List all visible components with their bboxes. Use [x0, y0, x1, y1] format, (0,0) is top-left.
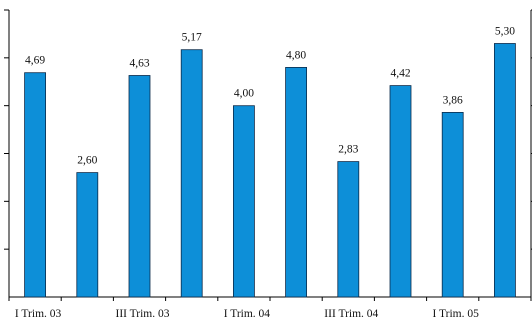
x-tick-label: III Trim. 04	[324, 308, 378, 320]
data-label: 4,00	[234, 88, 254, 100]
data-label: 4,42	[390, 68, 410, 80]
data-label: 2,83	[338, 144, 358, 156]
bar-iv-trim-03	[180, 49, 203, 298]
data-label: 5,30	[495, 26, 515, 38]
data-label: 4,69	[25, 55, 45, 67]
bar-i-trim-05	[441, 112, 464, 298]
x-tick-label: I Trim. 03	[15, 308, 62, 320]
bar-i-trim-04	[232, 105, 255, 298]
bar-iv-trim-04	[389, 85, 412, 298]
data-label: 2,60	[77, 155, 97, 167]
x-tick-label: III Trim. 03	[116, 308, 170, 320]
bar-ii-trim-05	[493, 43, 516, 298]
data-labels: 4,69 2,60 4,63 5,17 4,00 4,80 2,83 4,42 3,86 5,30	[25, 26, 515, 167]
x-tick-label: I Trim. 04	[224, 308, 271, 320]
bar-series	[24, 43, 516, 298]
x-axis-labels: I Trim. 03 III Trim. 03 I Trim. 04 III Trim…	[15, 308, 479, 320]
bar-iii-trim-04	[337, 161, 360, 298]
data-label: 4,63	[129, 58, 149, 70]
bar-iii-trim-03	[128, 75, 151, 298]
data-label: 4,80	[286, 49, 306, 61]
data-label: 3,86	[443, 94, 463, 106]
data-label: 5,17	[182, 32, 202, 44]
bar-i-trim-03	[24, 72, 47, 298]
bar-ii-trim-03	[76, 172, 99, 298]
bar-ii-trim-04	[285, 67, 308, 298]
x-tick-label: I Trim. 05	[433, 308, 480, 320]
